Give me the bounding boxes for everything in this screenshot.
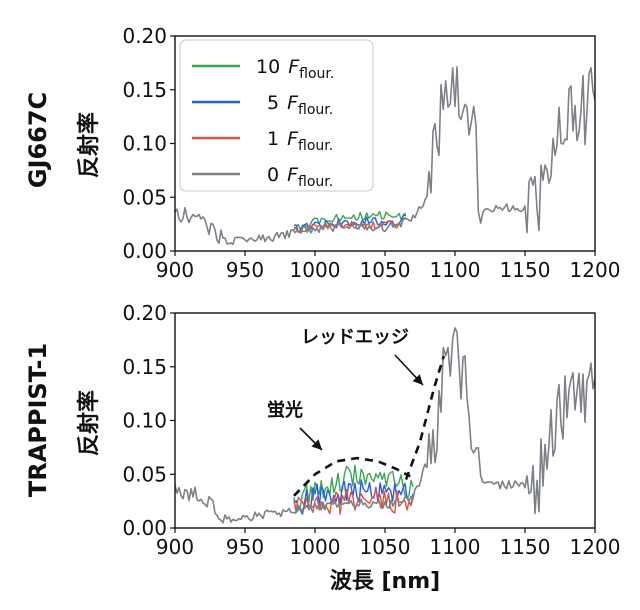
y-tick-label-bottom: 0.00 (122, 516, 167, 540)
annotation-dashed-curve (404, 355, 446, 481)
x-tick-label-bottom: 950 (226, 535, 264, 559)
legend-entry-subscript: flour. (299, 66, 334, 82)
x-tick-label-top: 900 (156, 258, 194, 282)
legend-entry-variable: F (287, 164, 299, 186)
annotation-arrow-fluorescence-head (311, 439, 322, 450)
plot-frame-top (174, 35, 596, 252)
top-panel: GJ667C 反射率 900 950 1000 1050 1100 1150 12000.0… (24, 24, 620, 282)
y-tick-label-top: 0.20 (122, 24, 167, 48)
y-tick-label-bottom: 0.15 (122, 355, 167, 379)
row-label-top: GJ667C (24, 92, 52, 188)
legend-entry-number: 0 (267, 164, 279, 186)
series-line-top-0 (293, 210, 407, 231)
y-tick-label-top: 0.10 (122, 132, 167, 156)
y-axis-label-top: 反射率 (76, 112, 102, 178)
legend-entry-subscript: flour. (298, 174, 333, 190)
y-tick-label-bottom: 0.10 (122, 409, 167, 433)
x-tick-label-top: 1200 (570, 258, 621, 282)
x-axis-label: 波長 [nm] (330, 569, 440, 594)
x-tick-label-bottom: 1000 (290, 535, 341, 559)
legend-box (179, 39, 374, 192)
y-tick-label-top: 0.15 (122, 78, 167, 102)
x-tick-label-top: 1100 (430, 258, 481, 282)
y-axis-label-bottom: 反射率 (76, 390, 102, 456)
x-tick-label-bottom: 900 (156, 535, 194, 559)
plot-frame-bottom (174, 312, 596, 529)
x-tick-label-bottom: 1100 (430, 535, 481, 559)
legend-entry-subscript: flour. (298, 138, 333, 154)
legend-entry-variable: F (288, 56, 300, 78)
row-label-bottom: TRAPPIST-1 (24, 343, 52, 497)
annotation-label-fluorescence: 蛍光 (267, 399, 303, 421)
legend-entry-variable: F (287, 92, 299, 114)
series-line-bottom-1 (293, 479, 414, 515)
annotation-label-red-edge: レッドエッジ (301, 327, 409, 348)
annotation-dashed-curve (293, 456, 411, 497)
y-tick-label-bottom: 0.05 (122, 462, 167, 486)
legend-entry-label: 0 Fflour. (267, 164, 333, 190)
plot-area-top: 900 950 1000 1050 1100 1150 12000.000.050.100.… (122, 24, 620, 282)
x-tick-label-top: 1000 (290, 258, 341, 282)
y-tick-label-top: 0.05 (122, 185, 167, 209)
series-line-top-3 (174, 66, 596, 246)
series-line-bottom-3 (174, 327, 596, 524)
x-tick-label-top: 950 (226, 258, 264, 282)
legend-entry-label: 1 Fflour. (267, 128, 333, 154)
y-tick-label-top: 0.00 (122, 239, 167, 263)
x-tick-label-bottom: 1150 (500, 535, 551, 559)
legend-entry-number: 10 (256, 56, 280, 78)
bottom-panel: TRAPPIST-1 反射率 900 950 1000 1050 1100 1150 120… (24, 301, 620, 594)
y-tick-label-bottom: 0.20 (122, 301, 167, 325)
legend-entry-variable: F (287, 128, 299, 150)
x-tick-label-top: 1050 (360, 258, 411, 282)
legend-entry-number: 5 (267, 92, 279, 114)
legend-entry-number: 1 (267, 128, 279, 150)
series-line-top-2 (293, 217, 407, 234)
legend: 10 Fflour.5 Fflour.1 Fflour.0 Fflour. (179, 39, 374, 192)
x-tick-label-bottom: 1050 (360, 535, 411, 559)
plot-area-bottom: 900 950 1000 1050 1100 1150 1200 0.00 0.05 0.10 0.… (122, 301, 620, 559)
legend-entry-label: 5 Fflour. (267, 92, 333, 118)
legend-entry-label: 10 Fflour. (256, 56, 334, 82)
annotation-arrow-red-edge-head (412, 374, 423, 385)
x-tick-label-top: 1150 (500, 258, 551, 282)
x-tick-label-bottom: 1200 (570, 535, 621, 559)
legend-entry-subscript: flour. (298, 102, 333, 118)
